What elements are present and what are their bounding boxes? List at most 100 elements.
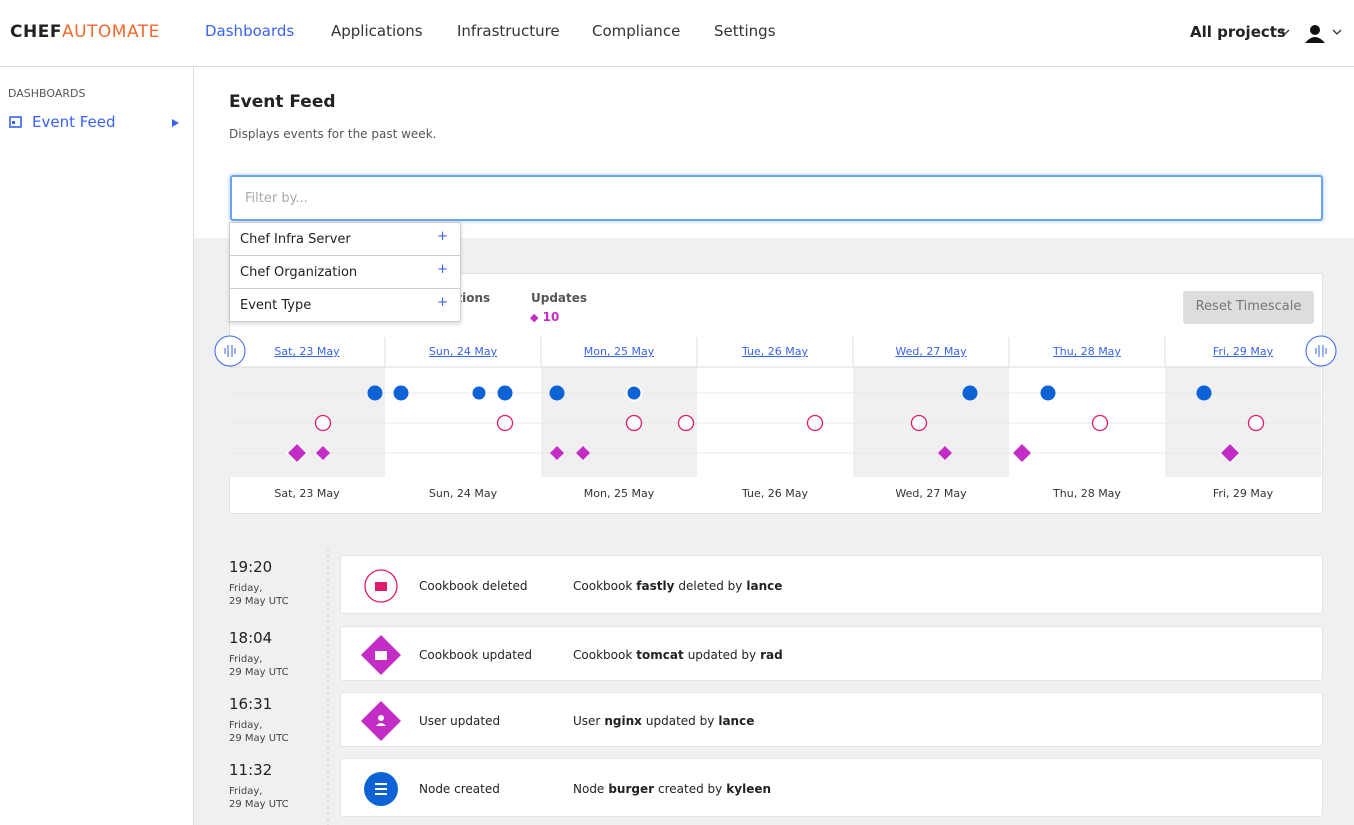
event-icon [627,416,642,431]
feed-icon [361,701,401,741]
event-icon [472,386,487,401]
desc-part: lance [718,714,754,728]
feed-desc: Cookbook tomcat updated by rad [573,648,783,662]
day-link[interactable]: Mon, 25 May [541,345,697,358]
nav-item[interactable]: Infrastructure [457,22,560,40]
feed-desc: Cookbookfastlydeleted bylance [573,579,782,593]
nav-item[interactable]: Compliance [592,22,680,40]
nav-item[interactable]: Dashboards [205,22,294,40]
event-icon [679,416,694,431]
event-icon [808,416,823,431]
feed-card: User updated User nginx updated by lance [340,692,1323,747]
desc-part: Cookbook [573,648,632,662]
feed-time: 19:20 [229,558,272,576]
feed-day: Friday, [229,583,263,594]
feed-date: 29 May UTC [229,799,289,810]
page-title: Event Feed [229,92,336,112]
calendar-icon [9,115,23,129]
desc-part: burger [608,782,654,796]
feed-card: Cookbook updated Cookbook tomcat updated by… [340,626,1323,681]
day-link[interactable]: Sun, 24 May [385,345,541,358]
desc-part: Node [573,782,604,796]
event-icon [1249,416,1264,431]
nav-item[interactable]: Applications [331,22,423,40]
brand[interactable]: CHEFAUTOMATE [10,22,160,42]
desc-part: created by [658,782,722,796]
summary-label: Updates [531,291,587,305]
event-icon [498,416,513,431]
reset-button[interactable]: Reset Timescale [1183,291,1314,324]
feed-time: 16:31 [229,695,272,713]
filter-input[interactable]: Filter by... [230,175,1323,221]
feed-icon [361,635,401,675]
arrow [172,119,180,129]
feed-desc: Node burger created by kyleen [573,782,771,796]
day-label: Wed, 27 May [853,487,1009,500]
feed-icon [361,566,401,606]
feed-card: Node created Node burger created by kyleen [340,758,1323,817]
desc-part: fastly [636,579,674,593]
feed-icon [361,769,401,809]
nav-item[interactable]: Settings [714,22,776,40]
day-link[interactable]: Thu, 28 May [1009,345,1165,358]
feed-event: Node created [419,782,500,796]
desc-part: nginx [604,714,642,728]
day-shade [1165,367,1321,477]
sidebar-item[interactable]: Event Feed [32,113,116,131]
day-link[interactable]: Fri, 29 May [1165,345,1321,358]
desc-part: tomcat [636,648,683,662]
day-label: Thu, 28 May [1009,487,1165,500]
day-label: Sat, 23 May [229,487,385,500]
feed-time: 11:32 [229,761,272,779]
page-subtitle: Displays events for the past week. [229,127,436,141]
feed-event: Cookbook updated [419,648,532,662]
feed-event: User updated [419,714,500,728]
desc-part: kyleen [726,782,771,796]
filter-option[interactable]: Chef Infra Server [230,223,460,256]
feed-line [327,548,329,825]
day-link[interactable]: Tue, 26 May [697,345,853,358]
day-label: Tue, 26 May [697,487,853,500]
event-icon [1012,443,1032,463]
feed-card: Cookbook deleted Cookbookfastlydeleted by… [340,555,1323,614]
projects-dropdown[interactable]: All projects [1190,23,1286,41]
desc-part: lance [746,579,782,593]
day-label: Mon, 25 May [541,487,697,500]
header: CHEFAUTOMATE Dashboards Applications Inf… [0,0,1354,67]
desc-part: User [573,714,600,728]
event-icon [963,386,978,401]
event-icon [316,416,331,431]
feed-date: 29 May UTC [229,596,289,607]
event-icon [912,416,927,431]
event-icon [1041,386,1056,401]
day-label: Sun, 24 May [385,487,541,500]
feed-day: Friday, [229,786,263,797]
desc-part: rad [760,648,783,662]
brand-first: CHEF [10,22,62,42]
filter-dropdown: Chef Infra Server Chef Organization Even… [229,222,461,322]
event-icon [498,386,513,401]
day-link[interactable]: Sat, 23 May [229,345,385,358]
feed-time: 18:04 [229,629,272,647]
filter-option[interactable]: Chef Organization [230,256,460,289]
header-icons [1278,24,1348,44]
day-shade [229,367,385,477]
feed-desc: User nginx updated by lance [573,714,754,728]
event-icon [368,386,383,401]
sidebar-section: DASHBOARDS [8,87,86,100]
filter-option[interactable]: Event Type [230,289,460,322]
day-link[interactable]: Wed, 27 May [853,345,1009,358]
day-shade [853,367,1009,477]
count: 10 [543,310,560,324]
event-icon [1093,416,1108,431]
desc-part: updated by [688,648,756,662]
day-label: Fri, 29 May [1165,487,1321,500]
sidebar: DASHBOARDS Event Feed [0,67,194,825]
feed-date: 29 May UTC [229,667,289,678]
event-icon [550,386,565,401]
desc-part: updated by [646,714,714,728]
event-icon [627,386,642,401]
feed-event: Cookbook deleted [419,579,528,593]
feed-day: Friday, [229,654,263,665]
event-icon [394,386,409,401]
